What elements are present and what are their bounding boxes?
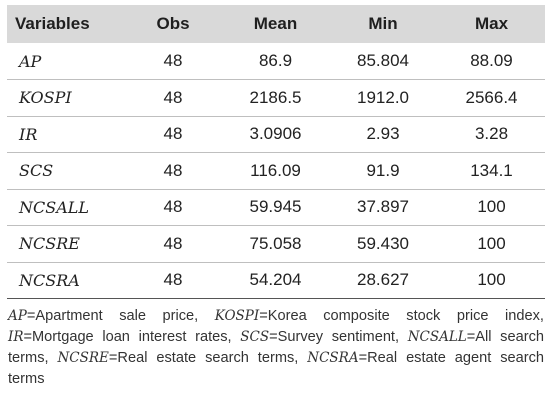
cell-obs: 48 (163, 124, 183, 144)
cell-mean: 54.204 (249, 270, 302, 290)
header-obs: Obs (156, 14, 190, 33)
cell-variable: NCSRE (19, 234, 80, 254)
note-abbreviation: NCSRE (57, 350, 109, 366)
cell-obs: 48 (163, 270, 183, 290)
note-definition: =Korea composite stock price index, (259, 308, 544, 324)
cell-max: 2566.4 (465, 87, 518, 107)
table-row: AP 48 86.9 85.804 88.09 (7, 43, 545, 80)
descriptive-statistics-table-container: Variables Obs Mean Min Max AP 48 86.9 85… (7, 5, 545, 299)
descriptive-statistics-table: Variables Obs Mean Min Max AP 48 86.9 85… (7, 5, 545, 299)
table-row: NCSRE 48 75.058 59.430 100 (7, 226, 545, 262)
cell-max: 100 (477, 270, 506, 290)
cell-obs: 48 (163, 51, 183, 70)
table-row: SCS 48 116.09 91.9 134.1 (7, 153, 545, 189)
cell-mean: 75.058 (249, 233, 302, 253)
table-row: KOSPI 48 2186.5 1912.0 2566.4 (7, 80, 545, 116)
cell-min: 1912.0 (357, 87, 409, 107)
note-abbreviation: KOSPI (214, 308, 260, 324)
cell-variable: NCSRA (19, 270, 80, 290)
note-abbreviation: AP (8, 308, 27, 324)
cell-obs: 48 (163, 233, 183, 253)
cell-variable: SCS (19, 161, 54, 181)
header-variables: Variables (15, 14, 90, 33)
cell-mean: 3.0906 (249, 124, 302, 144)
note-definition: =Real estate search terms, (108, 350, 308, 366)
cell-variable: IR (19, 124, 38, 144)
cell-max: 3.28 (474, 124, 509, 144)
cell-mean: 86.9 (258, 51, 293, 70)
note-abbreviation: NCSALL (407, 329, 467, 345)
table-header-row: Variables Obs Mean Min Max (7, 5, 545, 43)
cell-obs: 48 (163, 197, 183, 217)
cell-obs: 48 (163, 160, 183, 180)
cell-min: 91.9 (366, 160, 400, 180)
cell-mean: 2186.5 (249, 87, 302, 107)
table-row: NCSRA 48 54.204 28.627 100 (7, 262, 545, 299)
cell-min: 28.627 (357, 270, 409, 290)
note-definition: =Real estate agent search terms (8, 350, 545, 387)
note-abbreviation: IR (8, 329, 24, 345)
cell-variable: KOSPI (19, 88, 72, 108)
table-row: NCSALL 48 59.945 37.897 100 (7, 189, 545, 226)
table-row: IR 48 3.0906 2.93 3.28 (7, 116, 545, 153)
note-definition: =Survey sentiment, (269, 329, 408, 345)
cell-max: 100 (477, 233, 506, 253)
cell-min: 59.430 (357, 233, 409, 253)
table-note: AP=Apartment sale price, KOSPI=Korea com… (8, 306, 544, 390)
cell-min: 85.804 (357, 51, 409, 70)
cell-max: 88.09 (470, 51, 513, 70)
note-abbreviation: SCS (240, 329, 270, 345)
cell-max: 134.1 (470, 160, 513, 180)
note-definition: =Apartment sale price, (26, 308, 215, 324)
note-abbreviation: NCSRA (307, 350, 359, 366)
cell-obs: 48 (163, 87, 183, 107)
cell-min: 2.93 (366, 124, 400, 144)
cell-variable: NCSALL (19, 197, 90, 217)
cell-max: 100 (477, 197, 506, 217)
cell-min: 37.897 (357, 197, 409, 217)
cell-mean: 59.945 (249, 197, 302, 217)
cell-mean: 116.09 (250, 160, 301, 180)
note-definition: =All search terms, (8, 329, 544, 366)
header-max: Max (474, 14, 509, 33)
header-min: Min (368, 14, 398, 33)
header-mean: Mean (253, 14, 298, 33)
note-definition: =Mortgage loan interest rates, (23, 329, 241, 345)
cell-variable: AP (19, 51, 42, 71)
